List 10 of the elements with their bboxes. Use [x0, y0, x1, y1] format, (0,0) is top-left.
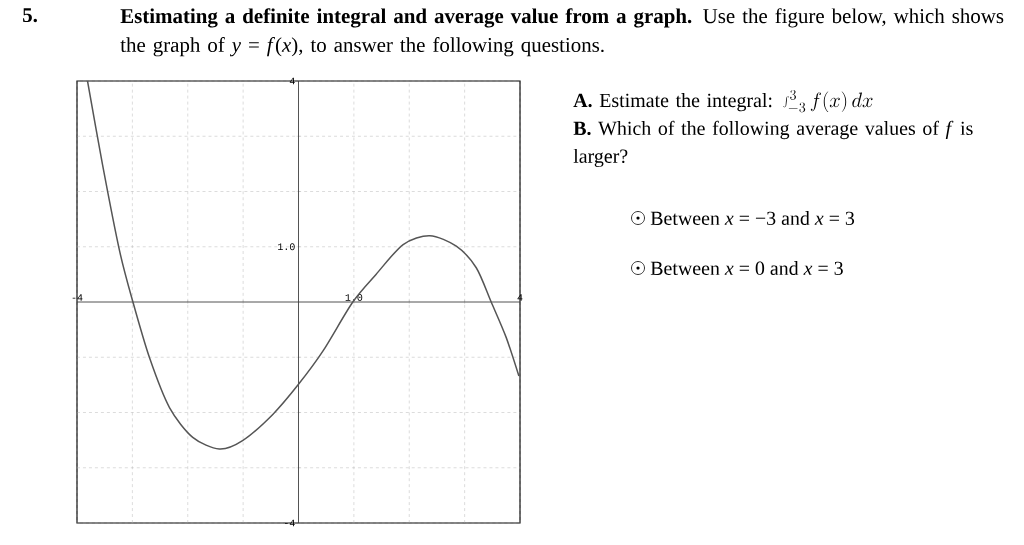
text: A. Estimate the integral:: [573, 93, 772, 112]
text: Between x = −3 and x = 3: [650, 210, 855, 226]
y-tick-label: 4: [289, 77, 295, 85]
y-tick-label: -4: [284, 519, 295, 527]
text: B. Which of the following average values of f is larger?: [573, 120, 973, 168]
chart-title: Estimating a definite integral and average value from a graph. Use the figure below, which shows the graph of y = f(x), to answer the following questions.: [120, 8, 1004, 57]
text: 5.: [23, 8, 37, 23]
y-tick-label: 1.0: [278, 243, 295, 251]
text: Between x = 0 and x = 3: [650, 260, 843, 276]
text: $\int_{-3}^{3} f(x)\,dx$: [783, 89, 873, 113]
